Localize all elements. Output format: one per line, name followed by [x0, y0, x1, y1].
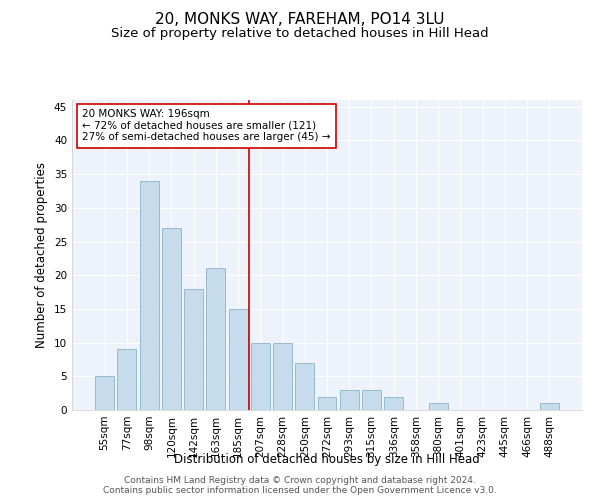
Bar [540, 404, 559, 410]
Bar [317, 396, 337, 410]
Bar [295, 363, 314, 410]
Bar [229, 309, 248, 410]
Bar [384, 396, 403, 410]
Bar [140, 181, 158, 410]
Bar [340, 390, 359, 410]
Bar [273, 342, 292, 410]
Bar [362, 390, 381, 410]
Bar [184, 288, 203, 410]
Bar [251, 342, 270, 410]
Text: Contains HM Land Registry data © Crown copyright and database right 2024.
Contai: Contains HM Land Registry data © Crown c… [103, 476, 497, 495]
Text: 20, MONKS WAY, FAREHAM, PO14 3LU: 20, MONKS WAY, FAREHAM, PO14 3LU [155, 12, 445, 28]
Bar [95, 376, 114, 410]
Bar [118, 350, 136, 410]
Bar [162, 228, 181, 410]
Bar [206, 268, 225, 410]
Y-axis label: Number of detached properties: Number of detached properties [35, 162, 49, 348]
Bar [429, 404, 448, 410]
Text: Size of property relative to detached houses in Hill Head: Size of property relative to detached ho… [111, 28, 489, 40]
Text: 20 MONKS WAY: 196sqm
← 72% of detached houses are smaller (121)
27% of semi-deta: 20 MONKS WAY: 196sqm ← 72% of detached h… [82, 110, 331, 142]
Text: Distribution of detached houses by size in Hill Head: Distribution of detached houses by size … [174, 452, 480, 466]
